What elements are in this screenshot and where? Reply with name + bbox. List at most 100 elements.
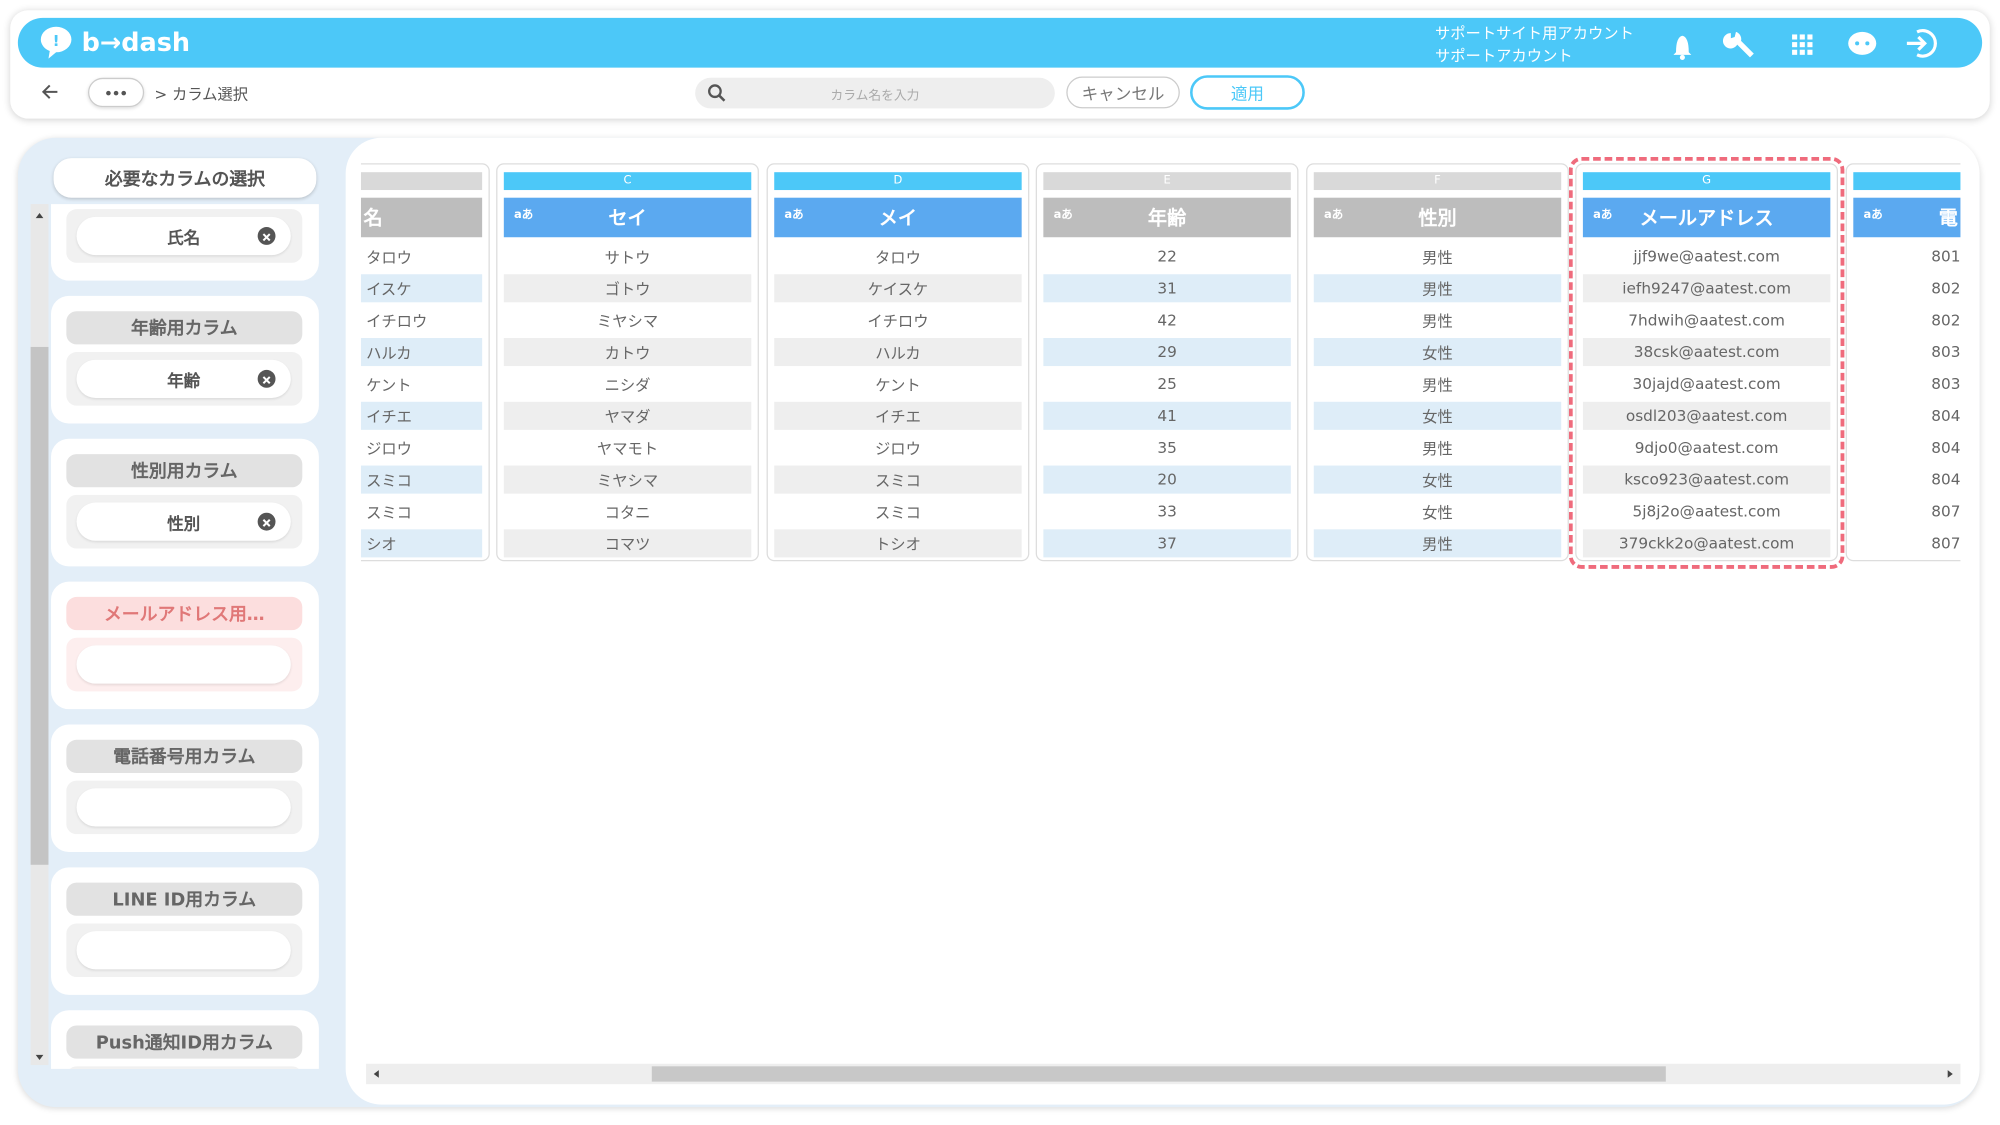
column-chip[interactable]: 氏名 bbox=[76, 216, 291, 256]
account-name[interactable]: サポートサイト用アカウント bbox=[1434, 24, 1634, 43]
cell: 女性 bbox=[1422, 343, 1453, 362]
column-header[interactable] bbox=[503, 197, 752, 238]
type-badge: aあ bbox=[1863, 209, 1883, 222]
cell: ハルカ bbox=[875, 343, 921, 362]
row-stripe bbox=[1582, 465, 1831, 494]
logo-icon[interactable]: ! bbox=[36, 24, 82, 60]
remove-icon[interactable] bbox=[257, 227, 276, 245]
logo[interactable]: b→dash bbox=[81, 26, 191, 58]
cell: 29 bbox=[1157, 343, 1177, 361]
row-stripe bbox=[1313, 274, 1562, 303]
row-stripe bbox=[1043, 274, 1291, 303]
row-stripe bbox=[360, 529, 483, 558]
row-stripe bbox=[1043, 529, 1291, 558]
sidebar-scroll-thumb[interactable] bbox=[30, 346, 49, 865]
row-stripe bbox=[503, 529, 752, 558]
column-chip[interactable] bbox=[76, 931, 291, 970]
tool-icon[interactable] bbox=[1722, 31, 1754, 58]
cell: イスケ bbox=[366, 279, 412, 298]
back-button[interactable] bbox=[38, 82, 61, 102]
cell: タロウ bbox=[874, 248, 921, 266]
column-header-text: 年齢 bbox=[1147, 206, 1187, 230]
row-stripe bbox=[503, 465, 752, 494]
cell: カトウ bbox=[604, 343, 651, 362]
apply-button[interactable]: 適用 bbox=[1190, 75, 1305, 110]
cell: コマツ bbox=[604, 535, 651, 553]
row-stripe bbox=[1582, 338, 1831, 367]
row-stripe bbox=[774, 465, 1022, 494]
cell: ニシダ bbox=[604, 375, 651, 394]
column-header[interactable] bbox=[1582, 197, 1831, 238]
column-header[interactable] bbox=[360, 197, 483, 238]
cell: 802 bbox=[1931, 279, 1961, 298]
cell: 379ckk2o@aatest.com bbox=[1618, 534, 1795, 553]
column-header[interactable] bbox=[1853, 197, 1961, 238]
cell: 38csk@aatest.com bbox=[1633, 343, 1780, 361]
cell: 男性 bbox=[1422, 279, 1453, 298]
column-header[interactable] bbox=[774, 197, 1022, 238]
type-badge: aあ bbox=[1053, 209, 1073, 222]
cell: ハルカ bbox=[366, 343, 412, 362]
column-letter-bar[interactable] bbox=[1043, 172, 1291, 191]
remove-icon[interactable] bbox=[257, 369, 276, 388]
selection-highlight bbox=[1568, 156, 1845, 569]
column-letter-bar[interactable] bbox=[1582, 172, 1831, 191]
cell: jjf9we@aatest.com bbox=[1633, 247, 1780, 266]
row-stripe bbox=[360, 338, 483, 367]
cell: 31 bbox=[1157, 279, 1177, 298]
column-header[interactable] bbox=[1043, 197, 1291, 238]
cell: ksco923@aatest.com bbox=[1624, 470, 1790, 489]
type-badge: aあ bbox=[784, 209, 804, 222]
column-chip[interactable]: 性別 bbox=[76, 502, 291, 541]
x-mark bbox=[262, 519, 271, 527]
group-label: 年齢用カラム bbox=[66, 311, 303, 345]
cell: ケント bbox=[875, 375, 921, 394]
logout-icon[interactable] bbox=[1906, 29, 1937, 58]
column-header[interactable] bbox=[1313, 197, 1562, 238]
chat-icon[interactable] bbox=[1848, 31, 1877, 55]
x-mark bbox=[262, 376, 271, 385]
row-stripe bbox=[503, 338, 752, 367]
column-chip[interactable]: 年齢 bbox=[76, 359, 291, 398]
cell: イチロウ bbox=[867, 311, 929, 330]
account-sub[interactable]: サポートアカウント bbox=[1434, 47, 1573, 66]
cell: ヤマダ bbox=[604, 407, 651, 426]
search-box[interactable] bbox=[695, 77, 1055, 109]
column-header-text: 電 bbox=[1938, 206, 1958, 230]
cell: イチエ bbox=[366, 407, 413, 426]
column-letter-bar[interactable] bbox=[1853, 172, 1961, 191]
row-stripe bbox=[774, 529, 1022, 558]
search-placeholder: カラム名を入力 bbox=[830, 88, 920, 103]
column-letter-bar[interactable] bbox=[774, 172, 1022, 191]
chip-text: 年齢 bbox=[167, 371, 201, 391]
row-stripe bbox=[1043, 401, 1291, 430]
h-scroll-arrows[interactable] bbox=[366, 1064, 1960, 1084]
cell: イチエ bbox=[874, 407, 921, 426]
column-chip[interactable] bbox=[76, 645, 291, 684]
row-stripe bbox=[1313, 465, 1562, 494]
row-stripe bbox=[774, 401, 1022, 430]
remove-icon[interactable] bbox=[257, 512, 276, 531]
cell: スミコ bbox=[366, 471, 413, 490]
column-letter-bar[interactable] bbox=[1313, 172, 1562, 191]
h-scroll-thumb[interactable] bbox=[651, 1066, 1666, 1082]
breadcrumb-more[interactable] bbox=[88, 77, 145, 108]
column-chip[interactable] bbox=[76, 788, 291, 827]
cell: 男性 bbox=[1422, 375, 1453, 394]
row-stripe bbox=[1313, 529, 1562, 558]
row-stripe bbox=[1043, 338, 1291, 367]
group-label: 性別用カラム bbox=[66, 454, 303, 488]
cell: イチロウ bbox=[366, 311, 428, 330]
apps-icon[interactable] bbox=[1792, 34, 1813, 55]
row-stripe bbox=[1313, 338, 1562, 367]
column-letter-bar[interactable] bbox=[360, 172, 483, 191]
bell-icon[interactable] bbox=[1673, 35, 1692, 60]
column-letter-bar[interactable] bbox=[503, 172, 752, 191]
cell: シオ bbox=[366, 535, 397, 553]
header-icons bbox=[1673, 29, 1937, 60]
cell: ケント bbox=[366, 375, 412, 394]
cancel-button[interactable]: キャンセル bbox=[1066, 76, 1180, 109]
